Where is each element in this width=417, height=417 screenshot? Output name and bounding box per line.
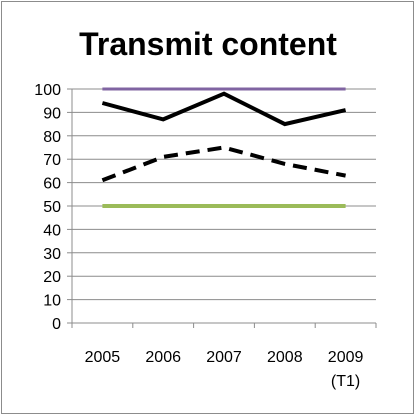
y-tick-label: 70 — [43, 152, 61, 169]
y-tick-label: 100 — [34, 82, 61, 99]
series-lines — [101, 87, 347, 208]
y-tick-label: 80 — [43, 129, 61, 146]
x-tick-labels: 2005 2006 2007 2008 2009 (T1) — [85, 349, 364, 390]
x-tick-sublabel: (T1) — [331, 373, 360, 390]
series-line-2 — [101, 91, 347, 127]
y-tick-labels: 0 10 20 30 40 50 60 70 80 90 100 — [34, 82, 61, 333]
gridlines — [72, 88, 376, 301]
y-tick-label: 40 — [43, 222, 61, 239]
x-tick-label: 2008 — [267, 349, 303, 366]
y-tick-label: 0 — [52, 316, 61, 333]
x-tick-label: 2005 — [85, 349, 121, 366]
x-tick-label: 2009 — [328, 349, 364, 366]
y-tick-label: 30 — [43, 246, 61, 263]
x-tick-label: 2006 — [145, 349, 181, 366]
y-tick-label: 10 — [43, 293, 61, 310]
y-tick-label: 60 — [43, 176, 61, 193]
y-tick-label: 20 — [43, 269, 61, 286]
axes — [67, 88, 377, 328]
x-tick-label: 2007 — [206, 349, 242, 366]
y-tick-label: 90 — [43, 105, 61, 122]
chart-title: Transmit content — [79, 26, 337, 62]
series-line-3 — [101, 145, 346, 183]
y-tick-label: 50 — [43, 199, 61, 216]
